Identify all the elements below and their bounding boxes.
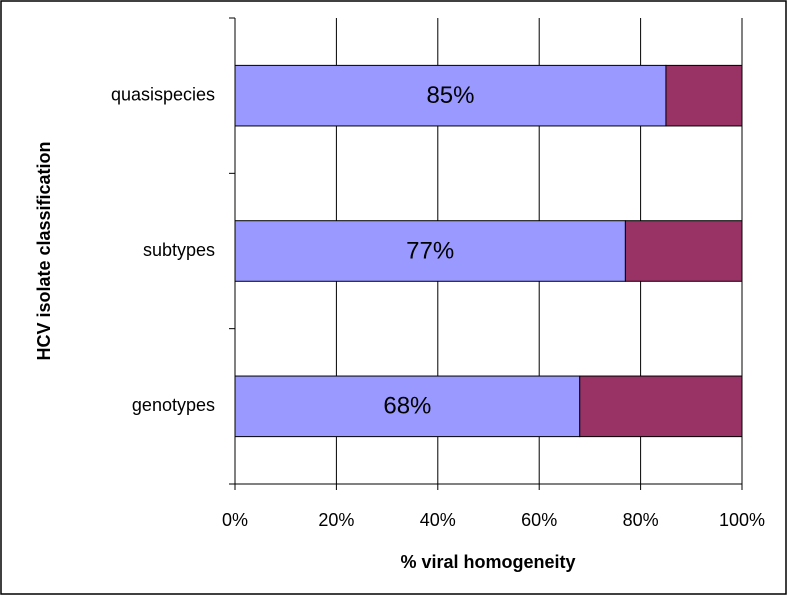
y-tick-label: quasispecies bbox=[111, 84, 215, 104]
x-tick-label: 20% bbox=[318, 510, 354, 530]
value-label: 77% bbox=[406, 237, 454, 264]
bar-segment bbox=[234, 375, 581, 438]
bar-segment bbox=[234, 220, 626, 282]
bar-segment bbox=[234, 64, 667, 127]
x-axis-title: % viral homogeneity bbox=[400, 552, 575, 572]
x-tick-label: 100% bbox=[719, 510, 765, 530]
y-tick-label: genotypes bbox=[132, 395, 215, 415]
bar-segment bbox=[624, 220, 743, 282]
y-tick-label: subtypes bbox=[143, 240, 215, 260]
value-label: 85% bbox=[426, 82, 474, 109]
x-tick-label: 80% bbox=[623, 510, 659, 530]
bar-segment bbox=[579, 375, 743, 438]
x-tick-label: 0% bbox=[222, 510, 248, 530]
value-label: 68% bbox=[383, 393, 431, 420]
x-tick-label: 60% bbox=[521, 510, 557, 530]
bar-segment bbox=[665, 64, 743, 127]
y-axis-title: HCV isolate classification bbox=[34, 141, 54, 360]
x-tick-label: 40% bbox=[420, 510, 456, 530]
